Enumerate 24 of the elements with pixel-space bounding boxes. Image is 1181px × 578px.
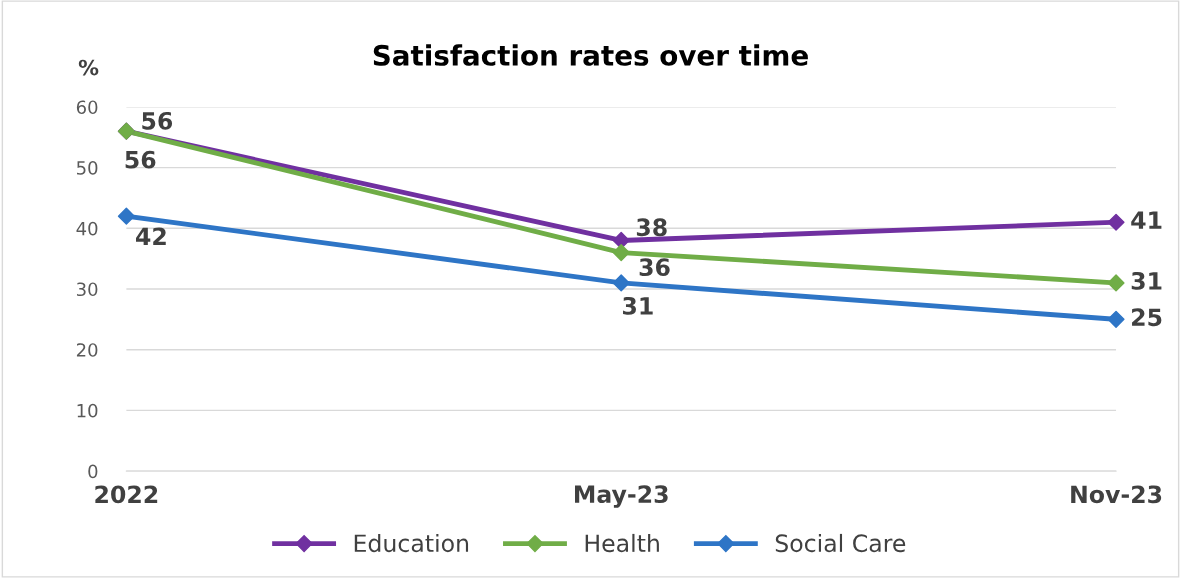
data-label: 36 [639, 258, 670, 277]
y-tick-label: 60 [76, 100, 98, 115]
y-tick-label: 40 [76, 221, 98, 236]
legend-label: Health [585, 533, 659, 553]
data-label: 42 [136, 227, 166, 245]
data-label: 31 [1131, 271, 1162, 290]
legend-label: Education [354, 533, 469, 553]
y-tick-label: 0 [88, 464, 98, 479]
x-tick-label: 2022 [95, 485, 158, 504]
y-tick-label: 30 [76, 282, 98, 297]
chart-title: Satisfaction rates over time [373, 44, 808, 66]
x-tick-label: Nov-23 [1071, 485, 1162, 504]
data-label: 41 [1131, 211, 1162, 229]
data-label: 56 [142, 111, 173, 130]
y-tick-label: 20 [76, 343, 98, 357]
data-label: 38 [636, 218, 667, 237]
data-label: 25 [1132, 308, 1162, 327]
y-tick-label: 10 [77, 403, 98, 418]
data-label: 56 [125, 150, 156, 169]
y-axis-title: % [78, 59, 99, 76]
y-tick-label: 50 [77, 161, 98, 175]
data-label: 31 [623, 296, 653, 315]
legend-label: Social Care [775, 533, 906, 553]
x-tick-label: May-23 [575, 485, 668, 508]
